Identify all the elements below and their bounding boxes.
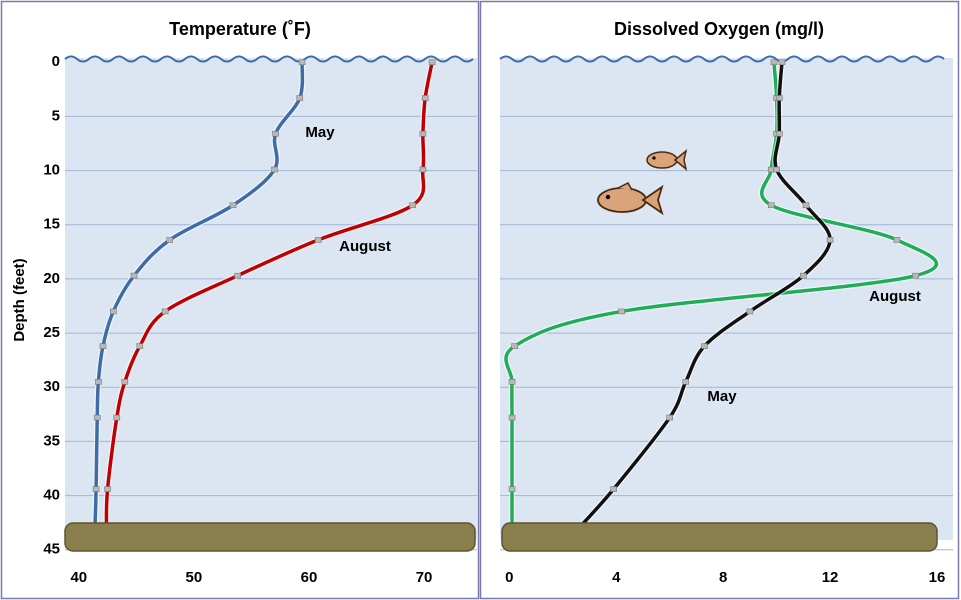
y-axis-label: Depth (feet): [11, 258, 28, 341]
chart-title: Dissolved Oxygen (mg/l): [614, 19, 824, 39]
y-tick-label: 10: [43, 162, 60, 179]
y-tick-label: 45: [43, 541, 60, 558]
data-point: [166, 237, 174, 243]
data-point: [234, 272, 241, 279]
plots: [91, 59, 940, 531]
data-point: [802, 202, 810, 209]
labels: Temperature (˚F)40 50 60 700510152025303540…: [11, 19, 945, 586]
x-tick-label: 40: [70, 569, 87, 586]
y-tick-label: 30: [43, 378, 60, 395]
x-tick-label: 70: [416, 569, 433, 586]
data-point: [110, 308, 117, 315]
data-point: [610, 486, 617, 492]
x-tick-label: 4: [612, 569, 621, 586]
x-tick-label: 0: [505, 569, 513, 586]
water-surface: [64, 55, 474, 63]
data-point: [272, 130, 279, 137]
data-point: [296, 95, 304, 101]
series-label: May: [707, 388, 737, 405]
data-point: [746, 308, 754, 315]
data-point: [92, 486, 100, 492]
fish: [646, 149, 688, 171]
data-point: [314, 237, 322, 243]
x-tick-label: 16: [929, 569, 946, 586]
data-point: [161, 308, 169, 315]
lake-bottom: [64, 522, 476, 552]
data-point: [136, 343, 144, 349]
data-point: [893, 237, 901, 243]
data-point: [419, 166, 427, 173]
data-point: [511, 343, 518, 349]
data-point: [778, 59, 786, 66]
data-point: [618, 308, 625, 315]
water-surface: [499, 55, 945, 63]
data-point: [666, 414, 674, 421]
data-point: [508, 486, 516, 492]
data-point: [701, 343, 708, 349]
series-label: August: [339, 238, 391, 255]
data-point: [800, 272, 807, 279]
x-tick-label: 12: [822, 569, 839, 586]
data-point: [775, 95, 783, 101]
water: [65, 58, 477, 540]
y-tick-label: 5: [52, 107, 60, 124]
data-point: [508, 414, 516, 421]
data-point: [682, 379, 690, 385]
data-point: [508, 379, 516, 385]
chart-title: Temperature (˚F): [169, 19, 311, 39]
data-point: [298, 59, 306, 66]
data-point: [130, 272, 138, 279]
data-point: [99, 343, 107, 349]
y-tick-label: 25: [43, 324, 60, 341]
y-tick-label: 0: [52, 53, 60, 70]
x-tick-label: 50: [186, 569, 203, 586]
data-point: [409, 202, 416, 209]
data-point: [113, 414, 121, 421]
y-tick-label: 40: [43, 487, 60, 504]
data-point: [229, 202, 237, 209]
data-point: [121, 379, 129, 385]
x-tick-label: 8: [719, 569, 727, 586]
fish: [597, 182, 664, 216]
data-point: [93, 414, 101, 421]
data-point: [770, 59, 778, 66]
data-point: [95, 379, 102, 385]
data-point: [104, 486, 111, 492]
data-point: [775, 130, 783, 137]
data-point: [912, 272, 919, 279]
data-point: [428, 59, 436, 66]
data-point: [826, 237, 834, 243]
data-point: [767, 202, 775, 209]
series-label: May: [305, 124, 335, 141]
y-tick-label: 15: [43, 216, 60, 233]
data-point: [419, 130, 427, 137]
data-point: [421, 95, 429, 101]
x-tick-label: 60: [301, 569, 318, 586]
data-point: [773, 166, 780, 173]
y-tick-label: 20: [43, 270, 60, 287]
data-point: [271, 166, 278, 173]
lake-bottom: [501, 522, 938, 552]
series-label: August: [869, 288, 921, 305]
y-tick-label: 35: [43, 432, 60, 449]
